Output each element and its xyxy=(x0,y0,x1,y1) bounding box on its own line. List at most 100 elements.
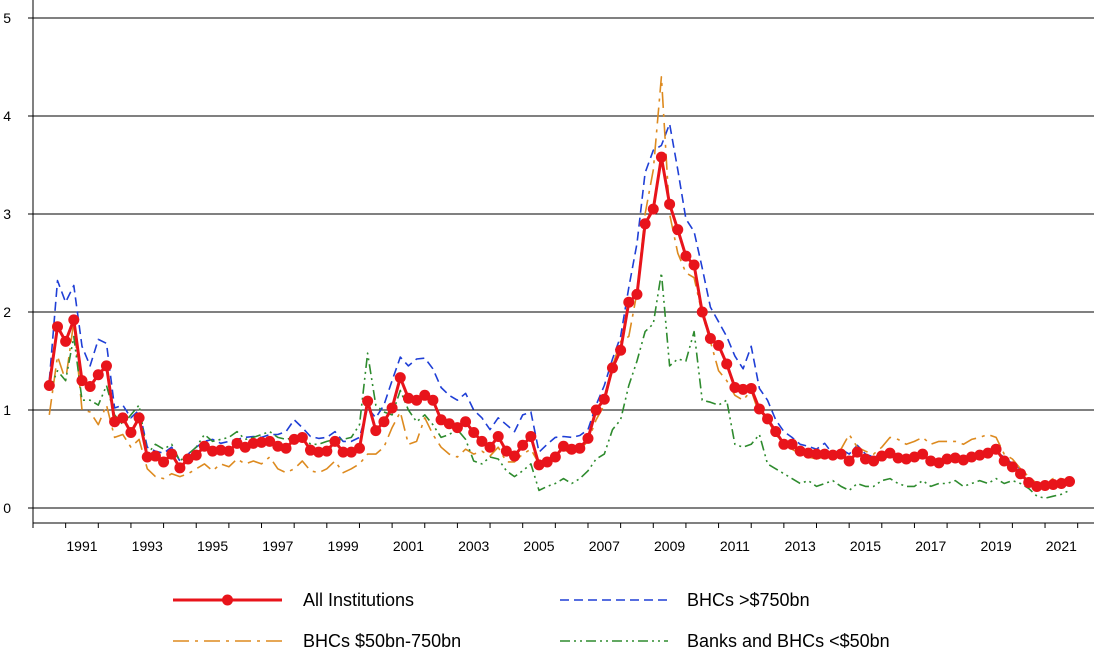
data-point xyxy=(125,427,137,439)
data-point xyxy=(517,439,529,451)
data-point xyxy=(321,445,333,457)
data-point xyxy=(353,442,365,454)
data-point xyxy=(378,416,390,428)
x-tick-label: 2011 xyxy=(720,538,750,554)
legend-label: All Institutions xyxy=(303,590,414,610)
data-point xyxy=(215,444,227,456)
data-point xyxy=(884,447,896,459)
series-line xyxy=(48,123,1070,488)
data-point xyxy=(280,442,292,454)
data-point xyxy=(525,430,537,442)
data-point xyxy=(100,360,112,372)
data-point xyxy=(917,448,929,460)
x-tick-label: 2013 xyxy=(785,538,816,554)
data-point xyxy=(835,448,847,460)
data-point xyxy=(696,306,708,318)
data-point xyxy=(753,403,765,415)
legend-label: BHCs >$750bn xyxy=(687,590,810,610)
data-point xyxy=(166,448,178,460)
data-point xyxy=(1031,480,1043,492)
x-tick-label: 1991 xyxy=(66,538,97,554)
data-point xyxy=(990,443,1002,455)
data-point xyxy=(868,455,880,467)
x-tick-label: 2007 xyxy=(589,538,620,554)
data-point xyxy=(1047,478,1059,490)
axes xyxy=(32,0,1094,524)
x-tick-label: 1997 xyxy=(262,538,293,554)
data-point xyxy=(76,375,88,387)
data-point xyxy=(802,447,814,459)
data-point xyxy=(892,452,904,464)
data-point xyxy=(509,450,521,462)
data-point xyxy=(598,393,610,405)
data-point xyxy=(476,435,488,447)
data-point xyxy=(451,422,463,434)
x-tick-label: 2009 xyxy=(654,538,685,554)
x-tick-label: 2005 xyxy=(523,538,554,554)
data-point xyxy=(158,456,170,468)
x-tick-label: 2021 xyxy=(1046,538,1077,554)
data-point xyxy=(141,451,153,463)
data-point xyxy=(721,358,733,370)
series-2 xyxy=(48,76,1070,485)
data-point xyxy=(664,198,676,210)
x-tick-label: 2003 xyxy=(458,538,489,554)
data-point xyxy=(362,395,374,407)
y-tick-label: 1 xyxy=(3,402,11,418)
data-point xyxy=(688,259,700,271)
series-line xyxy=(48,272,1070,499)
data-point xyxy=(386,402,398,414)
x-axis-ticks: 1991 1993 1995 1997 1999 2001 2003 2005 2007 2009… xyxy=(32,523,1079,554)
data-point xyxy=(982,447,994,459)
legend-item: BHCs $50bn-750bn xyxy=(173,631,461,651)
data-point xyxy=(117,412,129,424)
x-tick-label: 1999 xyxy=(328,538,359,554)
data-point xyxy=(435,414,447,426)
data-point xyxy=(443,418,455,430)
data-point xyxy=(762,413,774,425)
data-point xyxy=(51,321,63,333)
data-point xyxy=(672,224,684,236)
data-point xyxy=(590,404,602,416)
data-point xyxy=(647,203,659,215)
y-tick-label: 4 xyxy=(3,108,11,124)
data-point xyxy=(615,344,627,356)
data-point xyxy=(737,383,749,395)
y-tick-label: 0 xyxy=(3,500,11,516)
legend-marker xyxy=(222,594,233,606)
data-point xyxy=(411,394,423,406)
data-point xyxy=(492,430,504,442)
data-point xyxy=(574,442,586,454)
series-3 xyxy=(48,272,1070,499)
data-point xyxy=(778,438,790,450)
data-point xyxy=(606,362,618,374)
data-point xyxy=(460,416,472,428)
data-point xyxy=(631,288,643,300)
data-point xyxy=(851,446,863,458)
data-point xyxy=(345,446,357,458)
data-point xyxy=(1006,461,1018,473)
data-point xyxy=(207,445,219,457)
data-point xyxy=(239,441,251,453)
legend-label: BHCs $50bn-750bn xyxy=(303,631,461,651)
data-point xyxy=(843,455,855,467)
x-tick-label: 2001 xyxy=(393,538,424,554)
data-point xyxy=(933,457,945,469)
data-point xyxy=(231,437,243,449)
data-point xyxy=(786,438,798,450)
series-0 xyxy=(43,151,1076,492)
data-point xyxy=(582,432,594,444)
data-point xyxy=(84,380,96,392)
data-point xyxy=(1023,477,1035,489)
data-point xyxy=(190,449,202,461)
data-point xyxy=(566,443,578,455)
data-point xyxy=(623,296,635,308)
data-point xyxy=(329,435,341,447)
data-point xyxy=(133,412,145,424)
data-point xyxy=(394,372,406,384)
legend-item: BHCs >$750bn xyxy=(560,590,810,610)
series-line xyxy=(47,155,1070,488)
x-tick-label: 1995 xyxy=(197,538,228,554)
data-point xyxy=(484,441,496,453)
legend-item: Banks and BHCs <$50bn xyxy=(560,631,890,651)
